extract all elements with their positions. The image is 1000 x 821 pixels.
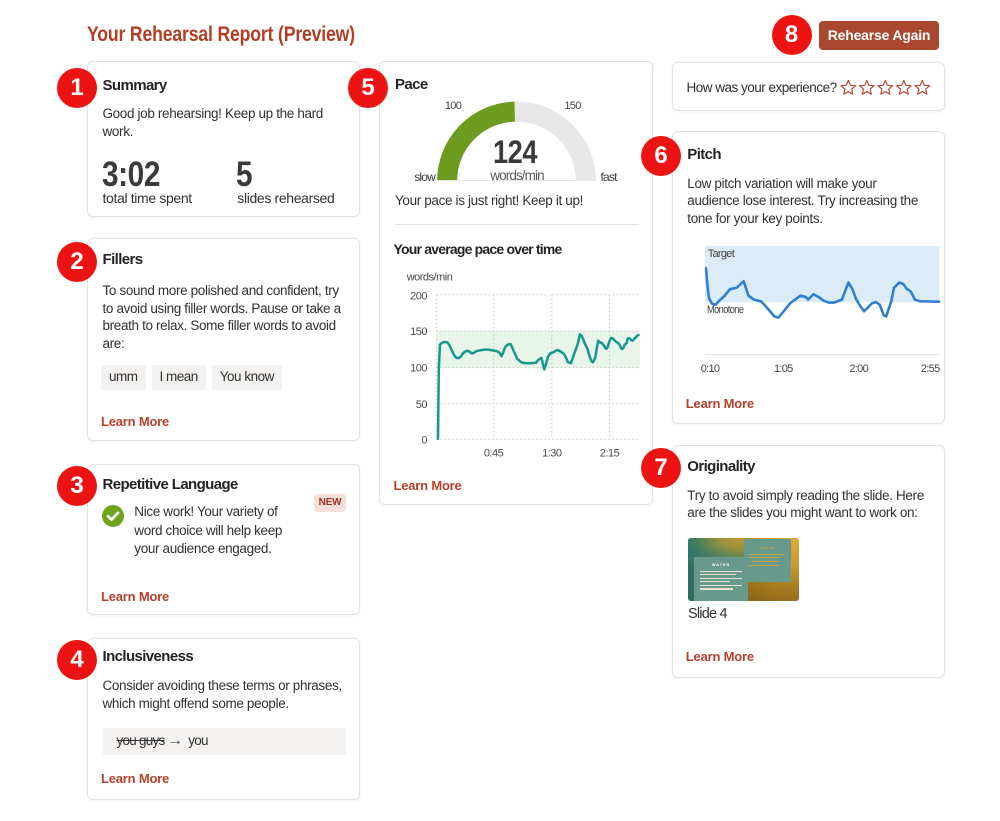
svg-text:0: 0 bbox=[421, 434, 427, 446]
svg-text:0:45: 0:45 bbox=[484, 448, 504, 460]
svg-text:words/min: words/min bbox=[406, 272, 453, 284]
svg-text:1:30: 1:30 bbox=[542, 448, 562, 460]
svg-text:50: 50 bbox=[416, 399, 428, 411]
svg-text:200: 200 bbox=[410, 290, 427, 302]
svg-text:2:15: 2:15 bbox=[600, 448, 620, 460]
svg-text:100: 100 bbox=[410, 363, 427, 375]
svg-text:150: 150 bbox=[410, 326, 427, 338]
